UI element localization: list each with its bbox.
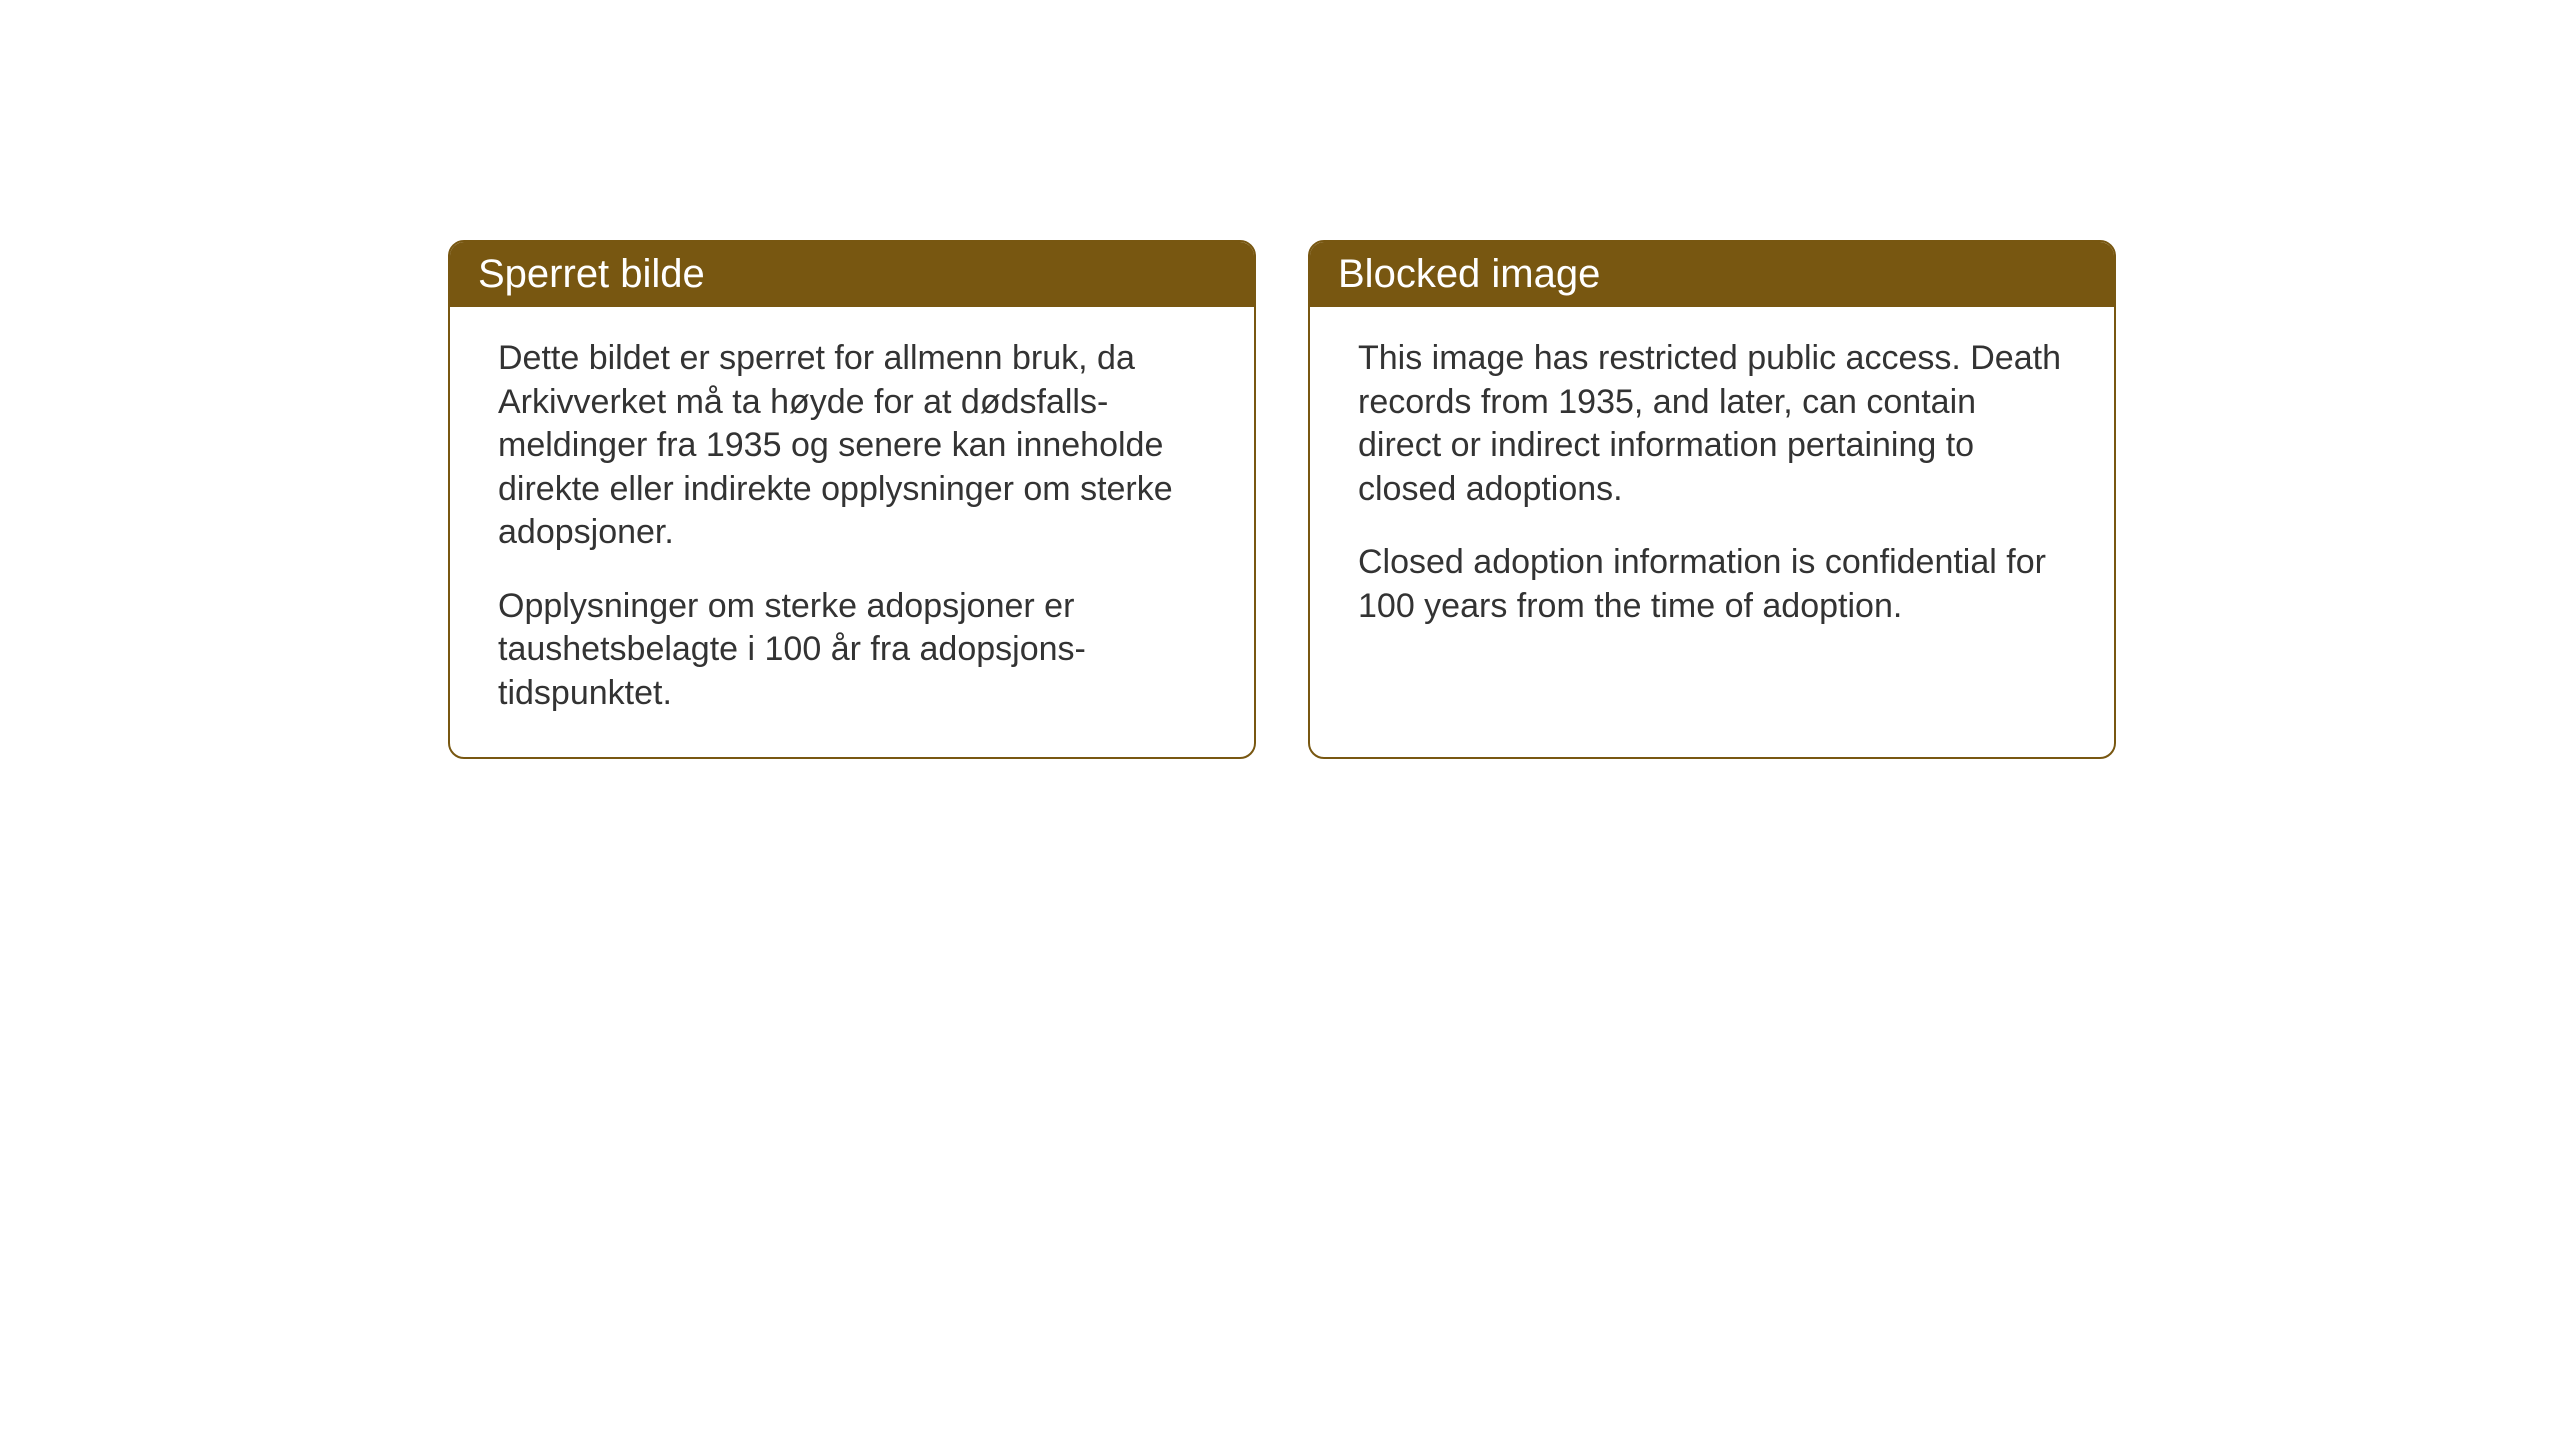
english-paragraph-2: Closed adoption information is confident… — [1358, 541, 2066, 628]
notice-cards-container: Sperret bilde Dette bildet er sperret fo… — [448, 240, 2116, 759]
norwegian-card-body: Dette bildet er sperret for allmenn bruk… — [450, 307, 1254, 757]
english-notice-card: Blocked image This image has restricted … — [1308, 240, 2116, 759]
english-paragraph-1: This image has restricted public access.… — [1358, 337, 2066, 511]
english-card-title: Blocked image — [1310, 242, 2114, 307]
norwegian-card-title: Sperret bilde — [450, 242, 1254, 307]
norwegian-paragraph-1: Dette bildet er sperret for allmenn bruk… — [498, 337, 1206, 555]
norwegian-paragraph-2: Opplysninger om sterke adopsjoner er tau… — [498, 585, 1206, 716]
norwegian-notice-card: Sperret bilde Dette bildet er sperret fo… — [448, 240, 1256, 759]
english-card-body: This image has restricted public access.… — [1310, 307, 2114, 670]
